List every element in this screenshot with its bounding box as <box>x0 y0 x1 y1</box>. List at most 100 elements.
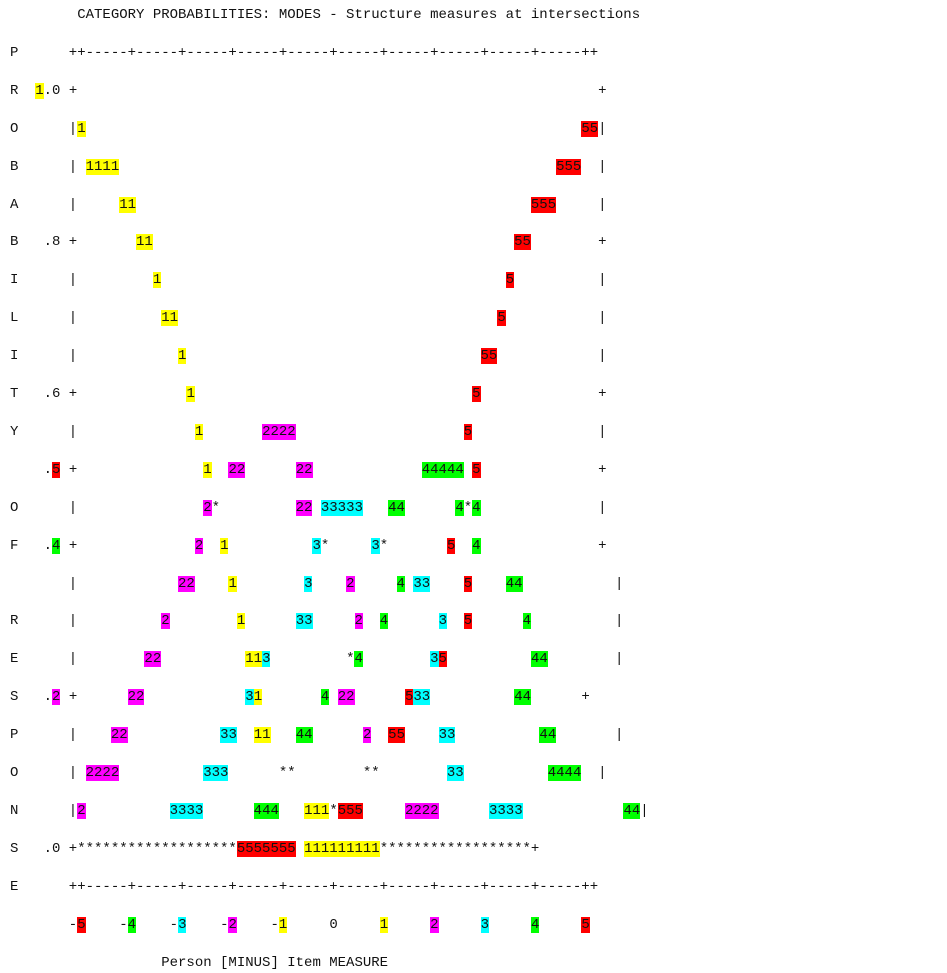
category-5-mark: 5 <box>581 916 590 933</box>
chart-text: | <box>480 499 607 516</box>
chart-text: * <box>463 499 473 516</box>
category-1-mark: 1 <box>379 916 389 933</box>
category-4-mark: 4 <box>455 499 464 516</box>
category-3-mark: 33 <box>220 727 237 744</box>
chart-text: L | <box>10 310 162 327</box>
chart-text-line: S .0 +*******************5555555 1111111… <box>10 839 539 859</box>
chart-text <box>430 576 464 592</box>
category-2-mark: 2 <box>346 575 355 592</box>
category-5-mark: 5 <box>52 461 61 478</box>
category-1-mark: 1 <box>236 613 246 630</box>
chart-text <box>195 386 472 402</box>
category-2-mark: 22 <box>127 689 145 706</box>
chart-text: | <box>547 651 624 668</box>
chart-title: CATEGORY PROBABILITIES: MODES - Structur… <box>10 5 640 25</box>
chart-text-line: S .2 + 22 31 4 22 533 44 + <box>10 687 590 707</box>
category-3-mark: 3 <box>304 575 313 592</box>
category-1-mark: 1111 <box>85 158 120 175</box>
category-1-mark: 1 <box>278 916 288 933</box>
category-3-mark: 33333 <box>320 499 363 516</box>
chart-text-line: E | 22 113 *4 35 44 | <box>10 649 623 669</box>
chart-text <box>271 727 296 743</box>
category-2-mark: 2222 <box>85 765 120 781</box>
category-1-mark: 111 <box>304 802 330 819</box>
category-2-mark: 2222 <box>404 802 439 819</box>
chart-text: | <box>10 575 179 592</box>
chart-text: | <box>472 423 607 440</box>
category-3-mark: 3 <box>371 537 380 554</box>
chart-text-line: R 1.0 + + <box>10 81 607 101</box>
chart-text: * <box>211 499 296 516</box>
chart-text: Person [MINUS] Item MEASURE <box>10 954 389 971</box>
chart-text-line: B | 1111 555 | <box>10 157 607 177</box>
chart-text: | <box>640 802 649 819</box>
category-3-mark: 33 <box>413 575 431 592</box>
chart-text <box>296 841 304 857</box>
chart-text <box>212 462 229 478</box>
chart-text <box>195 576 229 592</box>
chart-text <box>237 727 254 743</box>
chart-text: + <box>60 461 204 478</box>
chart-text-line: Y | 1 2222 5 | <box>10 422 607 442</box>
chart-text: ******************+ <box>379 840 540 857</box>
chart-text: F . <box>10 537 53 554</box>
chart-text <box>447 613 464 629</box>
chart-text <box>279 803 304 819</box>
category-4-mark: 4 <box>320 689 330 706</box>
chart-text <box>170 613 237 629</box>
chart-text <box>363 651 430 667</box>
chart-text: | <box>514 272 607 289</box>
chart-text <box>86 121 582 137</box>
chart-text: + <box>531 689 590 706</box>
chart-text: + <box>480 461 607 478</box>
category-1-mark: 1 <box>203 461 212 478</box>
category-5-mark: 55 <box>581 120 599 137</box>
chart-text: P | <box>10 727 111 744</box>
category-4-mark: 4 <box>472 499 481 516</box>
category-1-mark: 111111111 <box>304 840 380 857</box>
chart-text <box>329 689 337 705</box>
chart-text <box>237 576 304 592</box>
chart-text <box>363 500 388 516</box>
chart-text <box>455 727 539 743</box>
chart-text: * <box>270 651 355 668</box>
category-2-mark: 2 <box>194 537 204 554</box>
category-1-mark: 11 <box>136 234 153 251</box>
category-2-mark: 22 <box>144 651 162 668</box>
chart-text: - <box>186 916 229 933</box>
chart-text: | <box>581 158 607 175</box>
chart-text <box>136 197 531 213</box>
category-5-mark: 55 <box>514 234 531 251</box>
chart-text: .0 + + <box>43 82 607 99</box>
chart-text <box>355 576 397 592</box>
chart-text: + <box>60 689 128 706</box>
chart-text <box>312 576 346 592</box>
chart-text-line: A | 11 555 | <box>10 195 607 215</box>
category-4-mark: 4 <box>522 613 532 630</box>
chart-text: S . <box>10 689 53 706</box>
chart-text: CATEGORY PROBABILITIES: MODES - Structur… <box>10 7 641 23</box>
chart-text <box>203 538 220 554</box>
chart-text <box>313 613 355 629</box>
chart-text <box>455 538 472 554</box>
chart-text: + <box>60 537 195 554</box>
chart-text: ** ** <box>228 765 447 781</box>
category-1-mark: 1 <box>152 272 162 289</box>
category-3-mark: 3 <box>178 916 187 933</box>
category-5-mark: 55 <box>480 348 498 365</box>
category-5-mark: 5 <box>446 537 456 554</box>
chart-text-line: E ++-----+-----+-----+-----+-----+-----+… <box>10 877 598 897</box>
chart-text <box>312 500 320 516</box>
category-3-mark: 3 <box>480 916 489 933</box>
category-1-mark: 1 <box>186 386 195 402</box>
chart-text <box>228 538 312 554</box>
chart-text <box>161 651 245 667</box>
chart-text <box>447 651 531 667</box>
chart-text <box>153 234 514 250</box>
chart-text: - <box>236 916 279 933</box>
category-1-mark: 1 <box>35 82 44 99</box>
chart-text: S .0 +******************* <box>10 840 237 857</box>
category-4-mark: 44 <box>539 727 557 744</box>
chart-text <box>539 917 581 933</box>
chart-text <box>371 727 388 743</box>
